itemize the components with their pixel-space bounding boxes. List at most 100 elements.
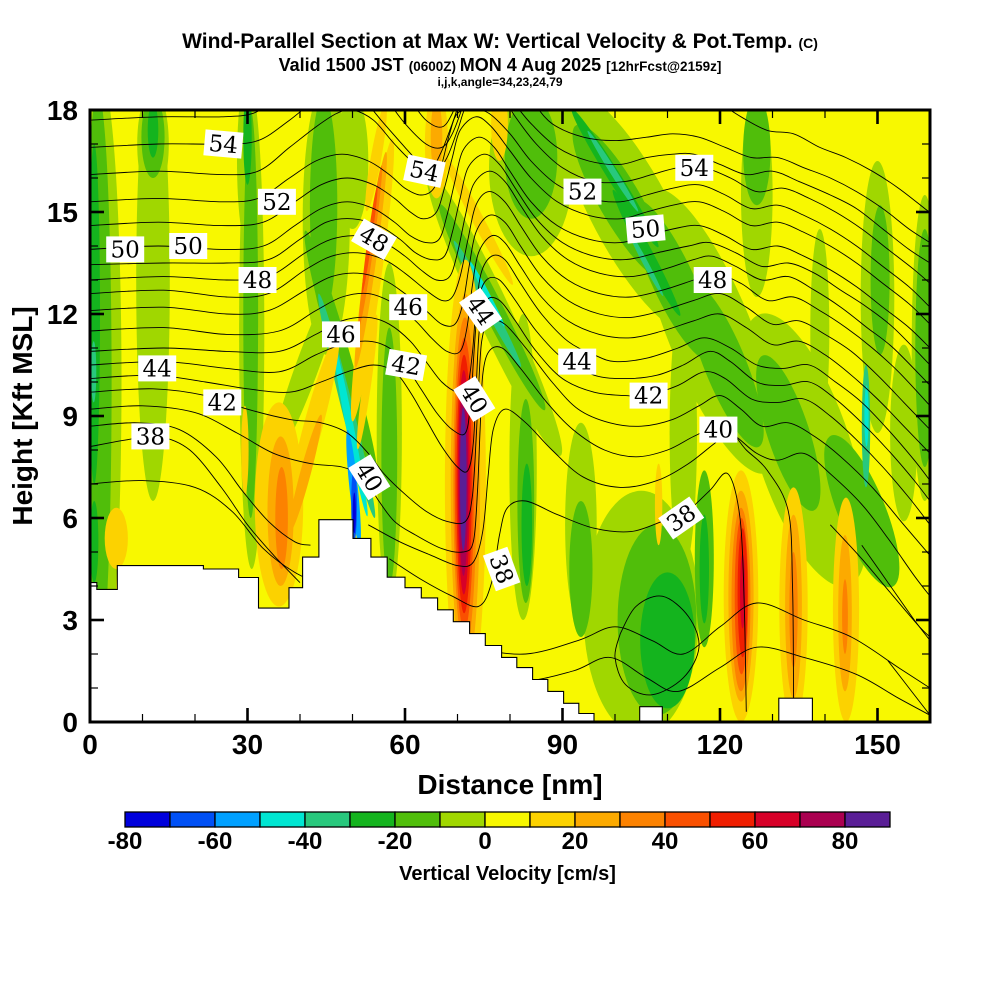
contour-label-box bbox=[351, 218, 397, 260]
colorbar-cell--40:-30 bbox=[304, 811, 351, 828]
contour-label-box bbox=[563, 178, 602, 205]
contour-label: 46 bbox=[322, 321, 360, 348]
colorbar-cell-50:60 bbox=[709, 811, 756, 828]
x-tick-label: 30 bbox=[232, 729, 263, 760]
contour-label-box bbox=[238, 267, 277, 293]
isotherm-44 bbox=[90, 254, 930, 481]
contour-label-value: 52 bbox=[568, 180, 597, 206]
colorbar-cell-0:10 bbox=[484, 811, 531, 828]
contour-label: 52 bbox=[563, 178, 602, 206]
contour-label: 54 bbox=[675, 154, 714, 182]
velocity-band-10:20 bbox=[241, 405, 249, 495]
contour-label-box bbox=[693, 267, 732, 293]
colorbar-cell-10:20 bbox=[529, 811, 576, 828]
velocity-band-20:30 bbox=[288, 414, 322, 533]
isotherm-35 bbox=[887, 660, 930, 716]
y-tick-label: 3 bbox=[62, 605, 78, 636]
contour-label: 52 bbox=[257, 188, 296, 216]
contour-label: 50 bbox=[169, 233, 208, 260]
x-tick-label: 0 bbox=[82, 729, 98, 760]
contour-label-value: 48 bbox=[243, 268, 272, 294]
y-tick-label: 0 bbox=[62, 707, 78, 738]
contour-label-value: 50 bbox=[174, 234, 203, 260]
terrain-silhouette bbox=[90, 519, 595, 722]
contour-label-value: 42 bbox=[389, 351, 422, 382]
colorbar-cell-30:40 bbox=[619, 811, 666, 828]
velocity-band--50:-40 bbox=[864, 385, 869, 447]
x-tick-label: 60 bbox=[389, 729, 420, 760]
chart-subtitle: Valid 1500 JST (0600Z) MON 4 Aug 2025 [1… bbox=[0, 55, 1000, 76]
colorbar-tick-label: -60 bbox=[198, 828, 233, 855]
contour-label-box bbox=[675, 154, 714, 181]
isotherm-56 bbox=[416, 110, 455, 128]
contour-label-box bbox=[389, 294, 428, 321]
contour-label-box bbox=[348, 454, 391, 501]
colorbar-cell--20:-10 bbox=[394, 811, 441, 828]
contour-label-value: 42 bbox=[208, 390, 237, 416]
colorbar-cell-70:80 bbox=[799, 811, 846, 828]
contour-label-box bbox=[453, 375, 496, 423]
contour-label: 46 bbox=[389, 294, 428, 321]
contour-label-box bbox=[625, 214, 666, 244]
y-tick-label: 15 bbox=[47, 197, 78, 228]
isotherm-56 bbox=[729, 110, 930, 213]
colorbar-cell-80:90 bbox=[844, 811, 891, 828]
velocity-band--40:-30 bbox=[91, 341, 97, 403]
colorbar-tick-label: -40 bbox=[288, 828, 323, 855]
x-tick-label: 150 bbox=[854, 729, 901, 760]
isotherm-37 bbox=[614, 595, 700, 696]
isotherm-38 bbox=[389, 472, 747, 712]
isotherm-46 bbox=[90, 214, 930, 430]
y-tick-label: 6 bbox=[62, 503, 78, 534]
chart-title-units: (C) bbox=[798, 35, 818, 51]
valid-date: MON 4 Aug 2025 bbox=[459, 55, 607, 75]
velocity-band--40:-30 bbox=[627, 229, 664, 297]
contour-label: 42 bbox=[629, 382, 668, 410]
axis-ticks bbox=[88, 108, 930, 724]
isotherm-39 bbox=[368, 408, 795, 712]
colorbar-cell-60:70 bbox=[754, 811, 801, 828]
colorbar-cell--10:0 bbox=[439, 811, 486, 828]
velocity-band-80:90 bbox=[460, 407, 467, 551]
contour-label-value: 54 bbox=[208, 131, 239, 159]
contour-label: 50 bbox=[625, 214, 666, 244]
contour-label-value: 48 bbox=[698, 268, 727, 294]
contour-label: 48 bbox=[693, 267, 732, 294]
velocity-band--30:-20 bbox=[147, 110, 159, 158]
chart-subtitle-indices: i,j,k,angle=34,23,24,79 bbox=[437, 75, 563, 89]
isotherm-52 bbox=[90, 110, 930, 308]
contour-label: 42 bbox=[385, 348, 428, 382]
isotherm-38 bbox=[861, 544, 930, 641]
isotherm-38 bbox=[90, 435, 301, 583]
contour-label-box bbox=[558, 348, 597, 375]
velocity-band-10:20 bbox=[356, 314, 378, 450]
velocity-band-30:40 bbox=[789, 552, 798, 668]
velocity-band--20:-10 bbox=[870, 205, 890, 355]
velocity-band--10:0 bbox=[336, 110, 369, 229]
contour-label-box bbox=[203, 129, 244, 159]
contour-label-box bbox=[459, 287, 503, 334]
colorbar-tick-label: 0 bbox=[478, 828, 491, 855]
contour-label: 48 bbox=[238, 267, 277, 294]
velocity-band-10:20 bbox=[491, 110, 508, 161]
isotherm-45 bbox=[90, 234, 930, 454]
velocity-band--30:-20 bbox=[521, 463, 533, 586]
contour-label-value: 46 bbox=[394, 295, 423, 321]
contour-label-box bbox=[131, 423, 170, 450]
contour-label-value: 54 bbox=[407, 156, 441, 188]
contour-label-box bbox=[257, 188, 296, 215]
colorbar-cell--80:-70 bbox=[124, 811, 171, 828]
velocity-band--20:-10 bbox=[686, 282, 764, 448]
axis-labels: 0 30 60 90 120 150 0 3 6 9 12 15 18 Distance [nm] Heig… bbox=[7, 95, 901, 800]
colorbar-cell--50:-40 bbox=[259, 811, 306, 828]
velocity-band--20:-10 bbox=[743, 110, 771, 206]
colorbar-tick-label: 80 bbox=[832, 828, 859, 855]
velocity-band-10:20 bbox=[104, 507, 128, 569]
contour-label-value: 38 bbox=[136, 424, 165, 450]
contour-label-value: 44 bbox=[563, 350, 592, 376]
valid-time: Valid 1500 JST bbox=[278, 55, 409, 75]
contour-label-box bbox=[403, 154, 446, 188]
velocity-band-30:40 bbox=[842, 579, 848, 654]
